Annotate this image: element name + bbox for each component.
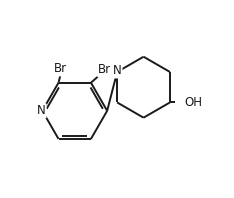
- Text: N: N: [37, 104, 46, 117]
- Text: Br: Br: [54, 62, 67, 75]
- Text: OH: OH: [185, 96, 203, 109]
- Text: Br: Br: [98, 63, 111, 76]
- Text: N: N: [113, 65, 121, 77]
